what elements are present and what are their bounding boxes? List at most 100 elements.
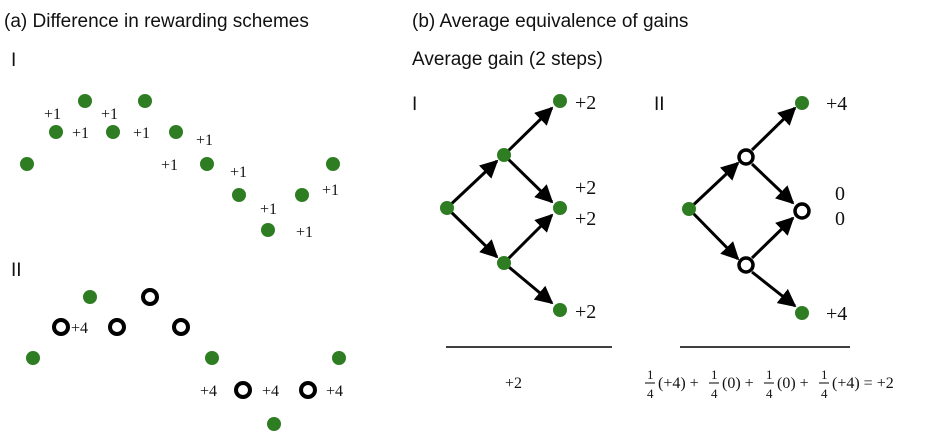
edge-arrow <box>687 161 740 211</box>
green-point <box>326 157 340 171</box>
gain-label: +1 <box>101 106 118 123</box>
green-point <box>295 188 309 202</box>
green-point <box>20 157 34 171</box>
frac-numerator: 1 <box>766 367 773 382</box>
edge-arrow <box>503 261 554 305</box>
frac-denominator: 4 <box>647 386 654 401</box>
frac-denominator: 4 <box>711 386 718 401</box>
edge-arrow <box>750 106 797 152</box>
tree-i-average: +2 <box>505 375 522 392</box>
leaf-gain: +4 <box>826 93 847 115</box>
panel-a-row-i-points <box>20 94 340 237</box>
hollow-point <box>52 318 70 336</box>
green-point <box>332 351 346 365</box>
panel-a-row-ii-gains: +4 +4 +4 +4 <box>71 320 343 400</box>
tree-node-hollow <box>737 148 755 166</box>
tree-node-hollow <box>793 202 811 220</box>
formula-term: (+4) + <box>658 375 699 392</box>
tree-ii-leaf-gains: +4 0 0 +4 <box>826 93 847 325</box>
green-point <box>26 351 40 365</box>
tree-ii-edges <box>687 106 797 308</box>
edge-arrow <box>751 270 797 308</box>
green-point <box>106 125 120 139</box>
hollow-point <box>141 288 159 306</box>
leaf-gain: 0 <box>835 183 845 205</box>
tree-node <box>553 201 567 215</box>
panel-a-row-ii-label: II <box>11 260 22 281</box>
gain-label: +4 <box>262 383 279 400</box>
hollow-point <box>234 381 252 399</box>
leaf-gain: 0 <box>835 208 845 230</box>
green-point <box>49 125 63 139</box>
panel-a-row-i-gains: +1 +1 +1 +1 +1 +1 +1 +1 +1 +1 <box>44 106 339 241</box>
tree-i-edges <box>445 106 554 305</box>
tree-node <box>553 94 567 108</box>
green-point <box>200 157 214 171</box>
edge-arrow <box>502 213 554 265</box>
green-point <box>138 94 152 108</box>
gain-label: +1 <box>161 157 178 174</box>
leaf-gain: +2 <box>575 208 596 230</box>
tree-node-hollow <box>737 256 755 274</box>
edge-arrow <box>750 216 795 260</box>
green-point <box>232 188 246 202</box>
edge-arrow <box>502 106 554 157</box>
gain-label: +1 <box>230 164 247 181</box>
tree-i-nodes <box>440 94 567 317</box>
edge-arrow <box>445 159 499 210</box>
gain-label: +1 <box>44 106 61 123</box>
gain-label: +1 <box>322 182 339 199</box>
tree-node <box>682 202 696 216</box>
edge-arrow <box>445 206 499 259</box>
leaf-gain: +2 <box>575 301 596 323</box>
gain-label: +1 <box>296 224 313 241</box>
hollow-point <box>172 318 190 336</box>
green-point <box>261 223 275 237</box>
frac-denominator: 4 <box>821 386 828 401</box>
edge-arrow <box>502 153 554 204</box>
green-point <box>267 417 281 431</box>
edge-arrow <box>750 162 795 205</box>
gain-label: +1 <box>133 125 150 142</box>
green-point <box>169 125 183 139</box>
gain-label: +4 <box>326 383 343 400</box>
green-point <box>205 351 219 365</box>
tree-i-label: I <box>412 94 417 115</box>
panel-b-subtitle: Average gain (2 steps) <box>412 49 603 70</box>
tree-node <box>497 148 511 162</box>
formula-term: (0) + <box>777 375 809 392</box>
tree-node <box>497 256 511 270</box>
leaf-gain: +2 <box>575 92 596 114</box>
frac-numerator: 1 <box>647 367 654 382</box>
leaf-gain: +4 <box>826 303 847 325</box>
green-point <box>78 94 92 108</box>
tree-node <box>440 201 454 215</box>
tree-node <box>795 306 809 320</box>
tree-node <box>795 96 809 110</box>
gain-label: +4 <box>71 320 88 337</box>
frac-numerator: 1 <box>821 367 828 382</box>
gain-label: +1 <box>196 132 213 149</box>
panel-a-row-i-label: I <box>11 50 16 71</box>
tree-ii-nodes <box>682 96 811 320</box>
frac-numerator: 1 <box>711 367 718 382</box>
gain-label: +4 <box>200 383 217 400</box>
leaf-gain: +2 <box>575 177 596 199</box>
panel-b-title: (b) Average equivalence of gains <box>412 11 688 32</box>
tree-ii-label: II <box>654 94 665 115</box>
frac-denominator: 4 <box>766 386 773 401</box>
tree-i-leaf-gains: +2 +2 +2 +2 <box>575 92 596 323</box>
gain-label: +1 <box>260 201 277 218</box>
hollow-point <box>108 318 126 336</box>
formula-term: (0) + <box>722 375 754 392</box>
panel-a-row-ii-points <box>26 288 346 431</box>
panel-a-title: (a) Difference in rewarding schemes <box>4 11 309 32</box>
hollow-point <box>299 381 317 399</box>
average-formula: 1 4 (+4) + 1 4 (0) + 1 4 (0) + 1 4 (+4) … <box>645 367 894 401</box>
gain-label: +1 <box>72 125 89 142</box>
green-point <box>83 290 97 304</box>
edge-arrow <box>687 207 740 261</box>
tree-node <box>553 303 567 317</box>
formula-term: (+4) = +2 <box>832 375 894 392</box>
